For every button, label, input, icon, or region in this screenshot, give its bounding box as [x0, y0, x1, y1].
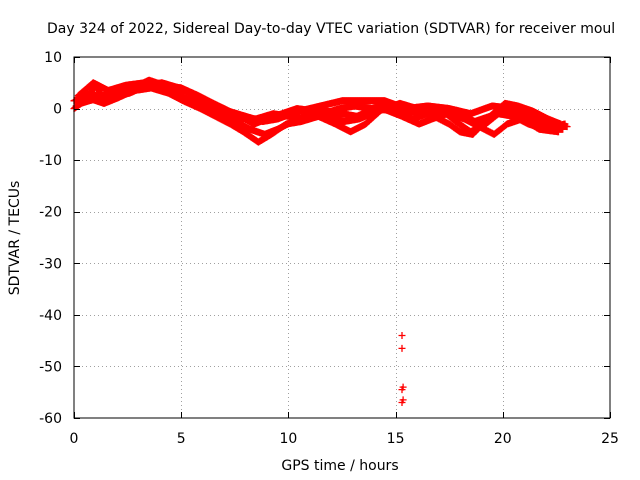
y-tick-label: -50: [39, 359, 62, 375]
x-tick-label: 0: [70, 431, 79, 447]
y-axis-label: SDTVAR / TECUs: [7, 181, 23, 296]
data-point: [555, 128, 562, 136]
data-point: [398, 344, 406, 352]
y-tick-label: 10: [44, 50, 62, 66]
y-tick-label: -20: [39, 205, 62, 221]
x-tick-label: 10: [279, 431, 297, 447]
plot-frame: [73, 56, 611, 419]
x-tick-label: 15: [387, 431, 405, 447]
x-tick-label: 5: [177, 431, 186, 447]
y-tick-label: -30: [39, 256, 62, 272]
y-tick-label: -60: [39, 411, 62, 427]
y-tick-label: -10: [39, 153, 62, 169]
data-points: [70, 76, 571, 406]
y-tick-label: -40: [39, 308, 62, 324]
x-axis-label: GPS time / hours: [281, 458, 398, 474]
data-point: [398, 332, 406, 339]
x-tick-label: 25: [601, 431, 619, 447]
y-tick-label: 0: [53, 102, 62, 118]
data-point: [399, 396, 407, 404]
x-tick-label: 20: [494, 431, 512, 447]
data-point: [557, 120, 565, 128]
chart-title: Day 324 of 2022, Sidereal Day-to-day VTE…: [47, 21, 615, 37]
data-point: [398, 386, 406, 394]
axis-ticks: 0 5 10 15 20 25 10 0 -10 -20 -30 -40 -50 -60: [39, 50, 619, 447]
